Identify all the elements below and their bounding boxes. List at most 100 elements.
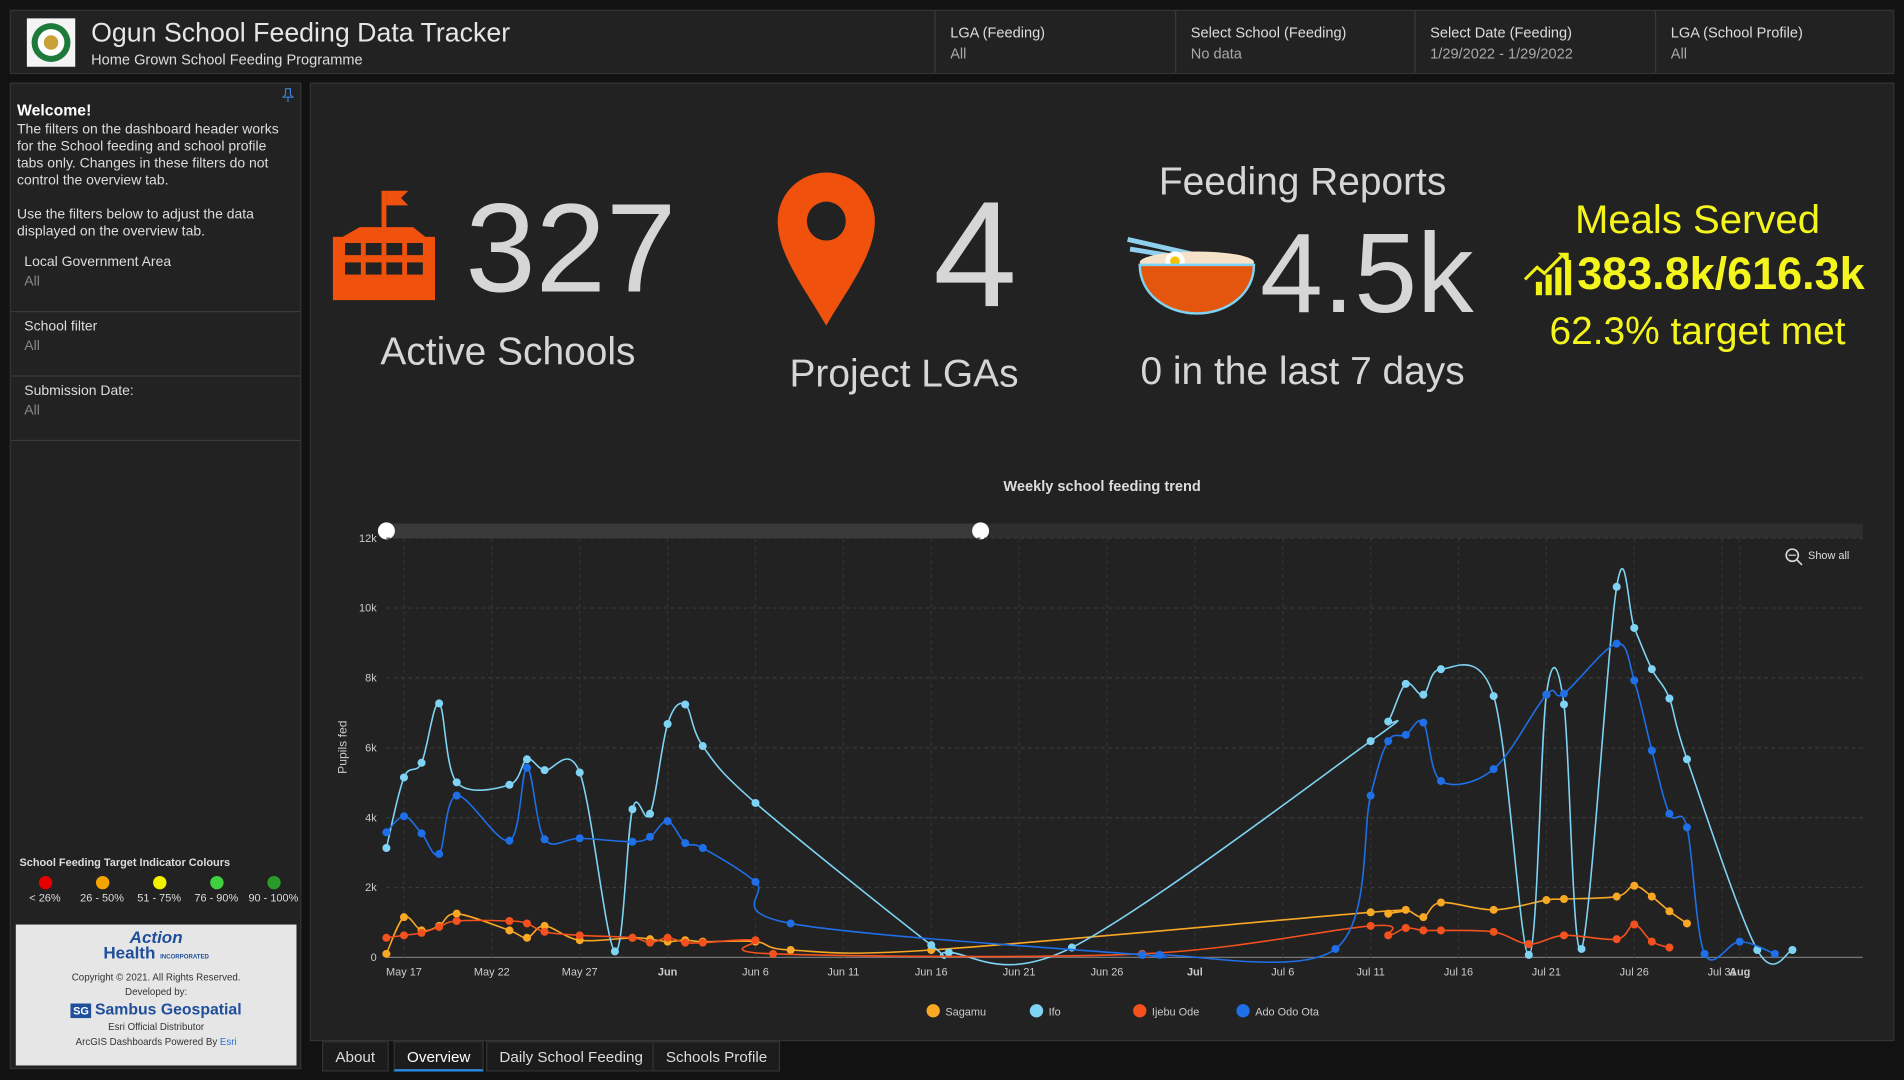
legend-swatch (152, 875, 166, 890)
point (1630, 623, 1639, 632)
main-panel (309, 82, 1895, 1042)
point (663, 817, 672, 826)
x-tick-label: Jun 26 (1091, 967, 1124, 979)
point (1419, 913, 1428, 922)
header-filter[interactable]: Select School (Feeding) No data (1175, 10, 1416, 73)
tab[interactable]: About (322, 1041, 389, 1072)
point (435, 922, 444, 931)
point (786, 945, 795, 955)
tab[interactable]: Schools Profile (652, 1041, 781, 1072)
legend-label: < 26% (29, 891, 61, 904)
legend-swatch (1029, 1004, 1044, 1018)
distributor: Esri Official Distributor (108, 1021, 205, 1033)
point (769, 949, 778, 958)
point (944, 948, 953, 957)
x-tick-label: Jul 26 (1620, 967, 1649, 979)
point (681, 938, 690, 947)
legend-label: Sagamu (945, 1007, 986, 1019)
point (522, 763, 532, 772)
point (628, 933, 637, 942)
point (575, 834, 584, 843)
point (681, 700, 690, 709)
x-tick-label: May 17 (386, 967, 422, 979)
org-name: Health (103, 942, 156, 963)
point (663, 933, 672, 942)
x-tick-label: Jun 21 (1003, 967, 1036, 979)
point (1559, 700, 1568, 709)
tab[interactable]: Daily School Feeding (486, 1041, 657, 1072)
kpi-value: 383.8k/616.3k (1577, 248, 1865, 299)
side-filter[interactable]: Submission Date: All (10, 377, 301, 442)
x-tick-label: Jun 16 (915, 967, 948, 979)
point (1682, 755, 1692, 764)
header-filter[interactable]: Select Date (Feeding) 1/29/2022 - 1/29/20… (1414, 10, 1655, 73)
legend-label: 76 - 90% (194, 891, 239, 904)
point (646, 938, 655, 947)
point (435, 699, 444, 708)
filter-value: All (24, 403, 40, 418)
legend-title: School Feeding Target Indicator Colours (19, 856, 231, 869)
filter-value: All (24, 338, 40, 354)
point (927, 941, 936, 950)
header-filter[interactable]: LGA (Feeding) All (934, 10, 1175, 73)
powered-by-text: ArcGIS Dashboards Powered By (75, 1036, 218, 1048)
point (1612, 639, 1621, 648)
point (1788, 945, 1797, 955)
point (575, 931, 584, 940)
point (1401, 730, 1410, 739)
side-filter[interactable]: School filter All (10, 312, 301, 377)
pin-icon[interactable] (281, 87, 295, 103)
point (1419, 926, 1428, 935)
point (435, 849, 444, 858)
point (751, 798, 760, 807)
point (1419, 718, 1428, 727)
y-tick-label: 6k (365, 742, 377, 754)
logo (26, 18, 76, 67)
legend-swatch (38, 875, 52, 890)
header-filter[interactable]: LGA (School Profile) All (1654, 10, 1896, 73)
filter-label: Select Date (Feeding) (1430, 24, 1573, 42)
point (1630, 676, 1639, 685)
point (1665, 943, 1674, 952)
point (382, 949, 391, 958)
point (1384, 737, 1393, 746)
line (385, 567, 1793, 966)
filter-label: LGA (Feeding) (950, 24, 1046, 42)
point (399, 773, 408, 782)
slider-handle[interactable] (377, 522, 395, 540)
point (1489, 905, 1498, 914)
point (698, 742, 707, 751)
tab[interactable]: Overview (393, 1041, 484, 1072)
point (540, 835, 549, 844)
point (1524, 940, 1533, 949)
filter-label: LGA (School Profile) (1670, 24, 1803, 42)
y-tick-label: 4k (365, 812, 377, 824)
pin-icon (777, 172, 875, 326)
x-tick-label: Jul 21 (1532, 967, 1561, 979)
org-name: Action (129, 926, 183, 947)
point (663, 720, 672, 729)
y-tick-label: 8k (365, 673, 377, 685)
point (628, 805, 637, 814)
legend-swatch (1133, 1004, 1147, 1018)
series (382, 917, 1674, 958)
zoom-range[interactable] (386, 523, 981, 539)
x-tick-label: Jul 16 (1444, 967, 1473, 979)
esri-link[interactable]: Esri (219, 1036, 237, 1048)
point (1647, 665, 1656, 674)
point (751, 877, 760, 886)
point (1401, 679, 1410, 688)
point (505, 836, 514, 845)
credits: Action Health INCORPORATED Copyright © 2… (15, 924, 297, 1066)
point (382, 844, 391, 853)
kpi-title: Meals Served (1575, 198, 1820, 242)
point (1665, 907, 1674, 916)
point (1770, 949, 1779, 958)
app-subtitle: Home Grown School Feeding Programme (91, 51, 363, 69)
legend-swatch (1236, 1004, 1250, 1018)
show-all-button[interactable]: Show all (1785, 548, 1849, 566)
point (1612, 892, 1621, 901)
slider-handle[interactable] (972, 522, 990, 540)
side-filter[interactable]: Local Government Area All (10, 248, 301, 313)
